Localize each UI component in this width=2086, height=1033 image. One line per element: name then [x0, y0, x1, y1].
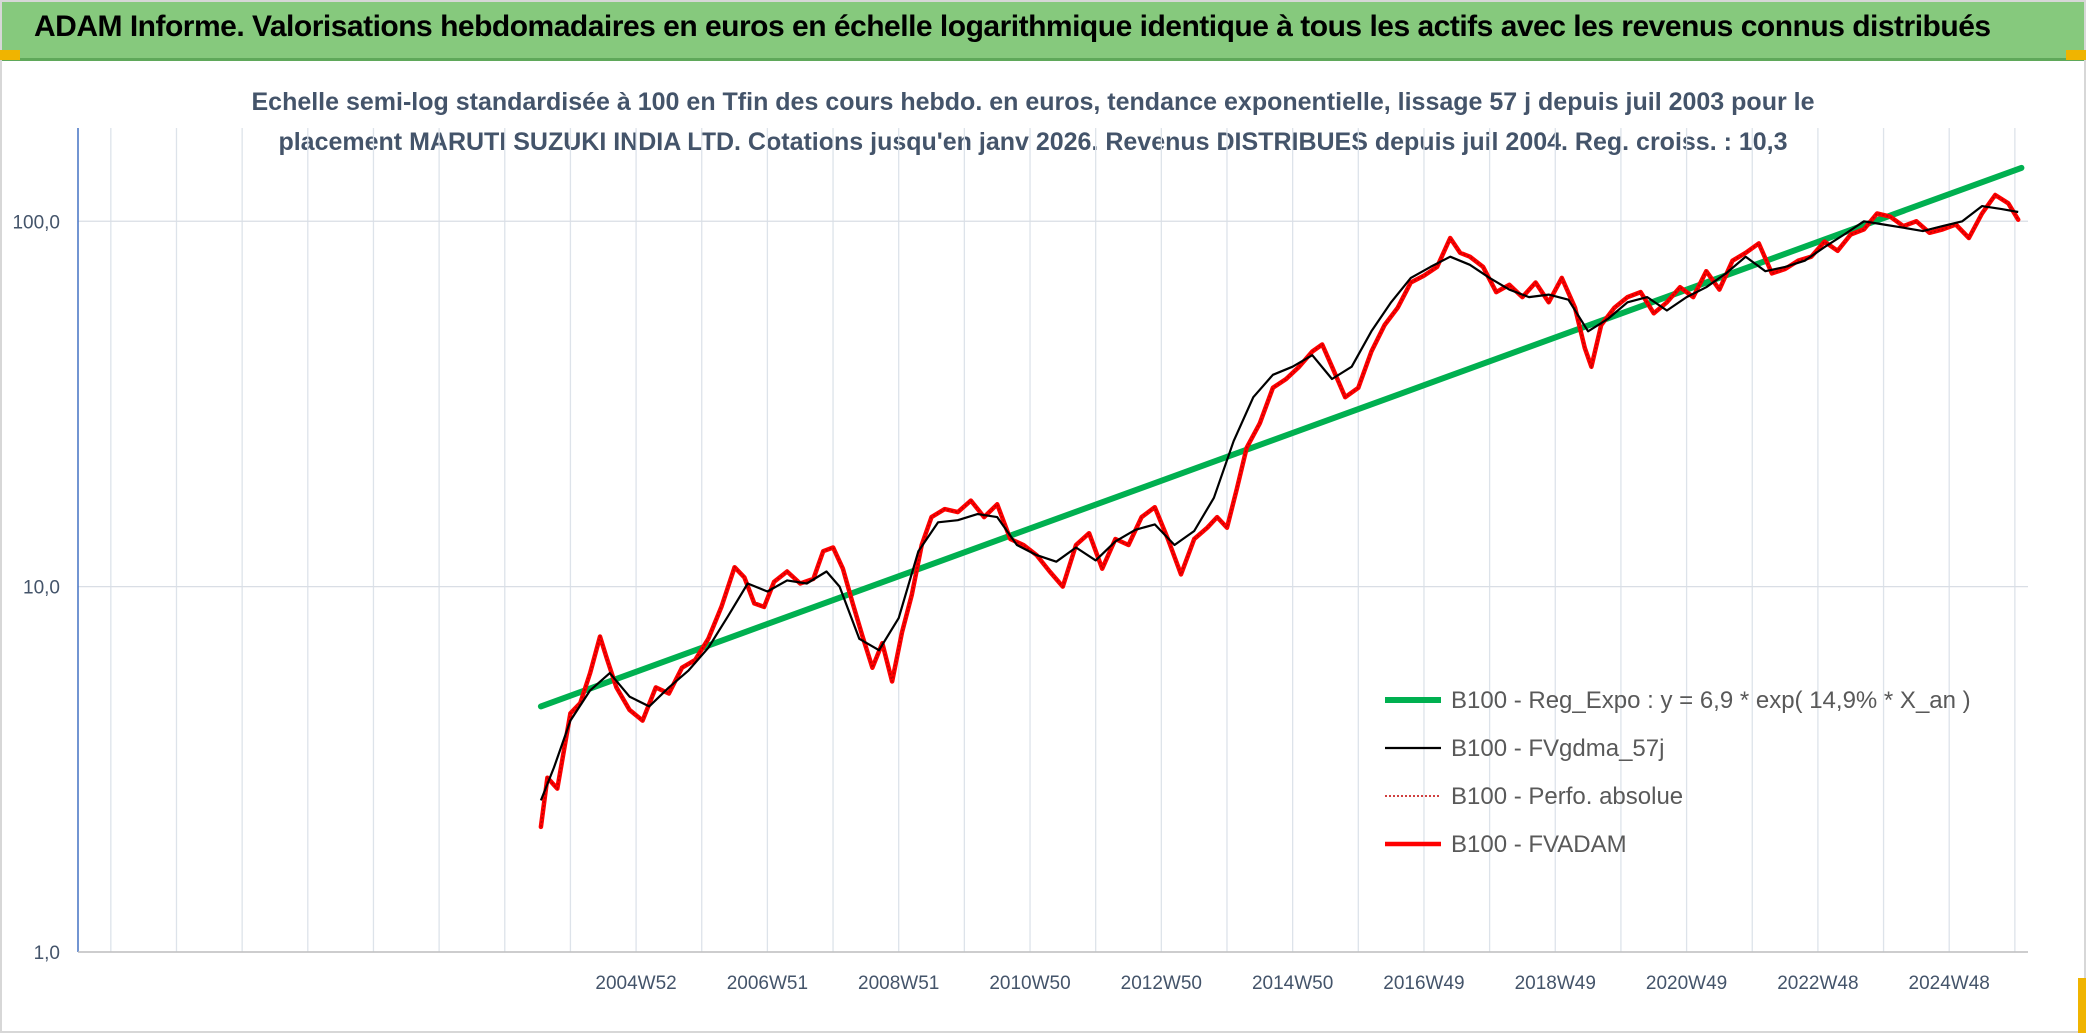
axes: 1,0 10,0 100,0 2004W52 2006W51 2008W51 2010W50… [12, 128, 2028, 994]
corner-accent-left [0, 50, 20, 60]
series-line-perfo [540, 193, 2019, 827]
x-tick-label: 2006W51 [727, 973, 808, 994]
x-tick-label: 2008W51 [858, 973, 939, 994]
x-tick-label: 2014W50 [1252, 973, 1333, 994]
legend: B100 - Reg_Expo : y = 6,9 * exp( 14,9% *… [1385, 687, 1971, 858]
x-tick-label: 2012W50 [1121, 973, 1202, 994]
series-line-fvgdma [539, 205, 2019, 801]
chart-title-line-1: Echelle semi-log standardisée à 100 en T… [251, 88, 1815, 116]
legend-label-reg: B100 - Reg_Expo : y = 6,9 * exp( 14,9% *… [1451, 687, 1971, 714]
y-tick-label: 1,0 [34, 943, 60, 964]
x-tick-label: 2024W48 [1909, 973, 1990, 994]
y-tick-label: 100,0 [12, 212, 60, 233]
legend-label-perfo: B100 - Perfo. absolue [1451, 783, 1683, 810]
series-group [537, 164, 2025, 830]
page-title: ADAM Informe. Valorisations hebdomadaire… [34, 10, 1991, 43]
series-line-reg [537, 164, 2025, 710]
x-tick-label: 2020W49 [1646, 973, 1727, 994]
x-tick-label: 2018W49 [1515, 973, 1596, 994]
x-tick-label: 2022W48 [1777, 973, 1858, 994]
chart-title-line-2: placement MARUTI SUZUKI INDIA LTD. Cotat… [278, 128, 1788, 156]
legend-label-fvgdma: B100 - FVgdma_57j [1451, 735, 1664, 762]
x-tick-label: 2004W52 [595, 973, 676, 994]
x-tick-label: 2016W49 [1383, 973, 1464, 994]
y-tick-label: 10,0 [23, 578, 60, 599]
x-tick-label: 2010W50 [989, 973, 1070, 994]
series-line-fvadam [538, 192, 2021, 830]
grid [78, 128, 2028, 953]
corner-accent-bottom-right [2078, 978, 2086, 1033]
corner-accent-right [2066, 50, 2086, 60]
header-banner: ADAM Informe. Valorisations hebdomadaire… [2, 2, 2084, 61]
legend-label-fvadam: B100 - FVADAM [1451, 831, 1627, 858]
